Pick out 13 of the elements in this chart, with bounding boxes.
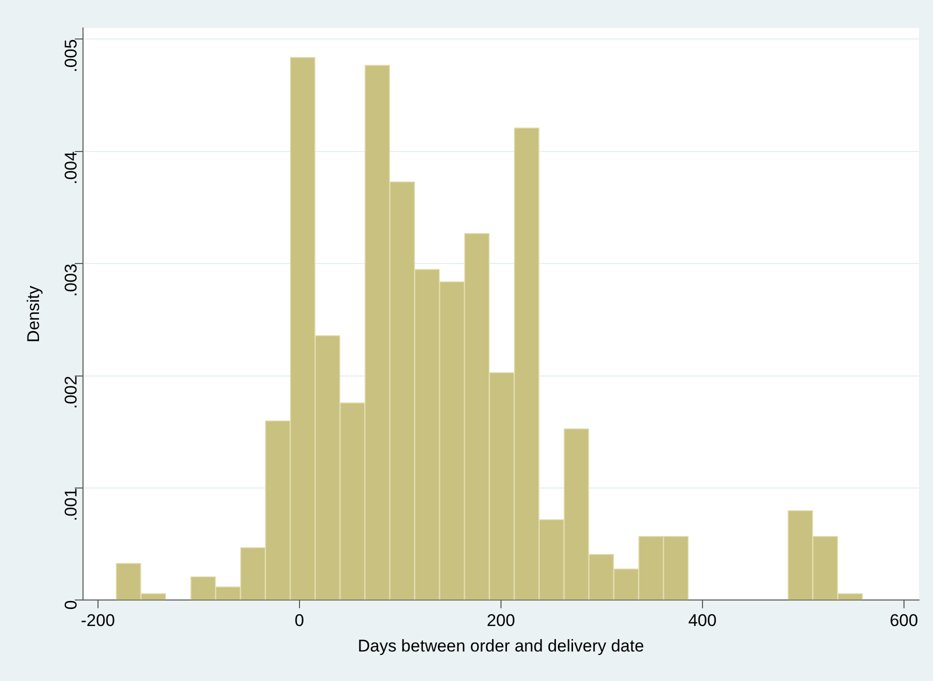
- x-tick-label: 0: [294, 611, 304, 630]
- y-tick-label: .004: [61, 151, 80, 185]
- y-tick-label: .002: [61, 376, 80, 409]
- x-tick-label: 200: [486, 611, 516, 630]
- x-axis-title: Days between order and delivery date: [358, 636, 644, 656]
- y-tick-label: .005: [61, 39, 80, 72]
- x-tick-label: 400: [688, 611, 717, 630]
- x-tick-label: 600: [890, 611, 918, 630]
- x-tick-label: -200: [80, 611, 115, 630]
- y-tick-label: 0: [61, 600, 80, 610]
- y-tick-label: .001: [61, 488, 80, 522]
- y-tick-label: .003: [61, 264, 80, 297]
- y-axis-title: Density: [24, 285, 43, 342]
